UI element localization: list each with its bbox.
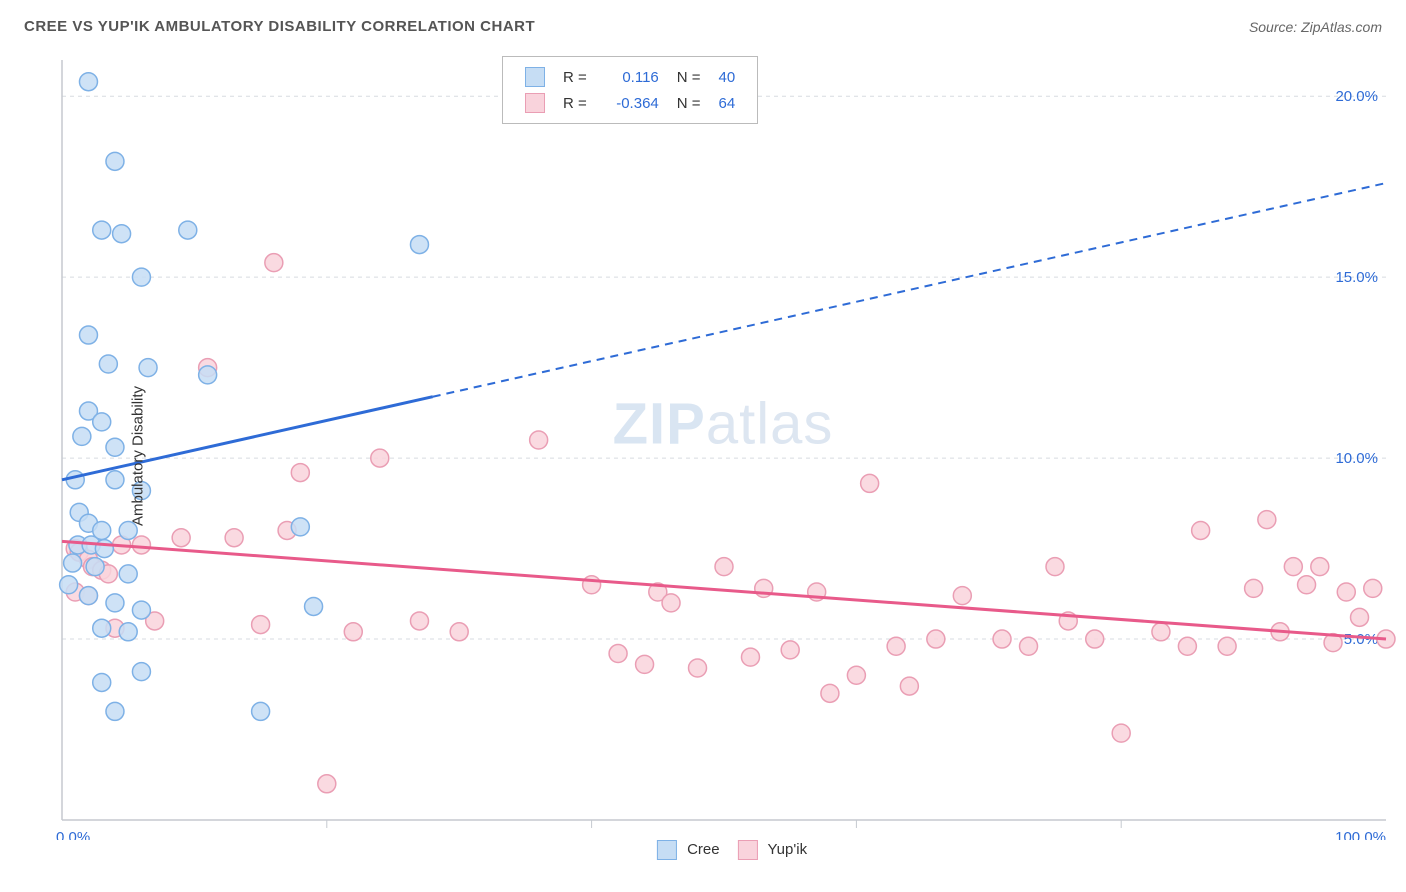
svg-text:20.0%: 20.0%	[1335, 88, 1378, 105]
source-attribution: Source: ZipAtlas.com	[1249, 19, 1382, 35]
svg-text:10.0%: 10.0%	[1335, 450, 1378, 467]
series-legend: Cree Yup'ik	[639, 840, 807, 860]
svg-text:100.0%: 100.0%	[1335, 829, 1386, 840]
scatter-chart: 5.0%10.0%15.0%20.0%0.0%100.0%	[50, 50, 1396, 840]
chart-container: Ambulatory Disability ZIPatlas 5.0%10.0%…	[50, 50, 1396, 862]
svg-text:0.0%: 0.0%	[56, 829, 90, 840]
chart-title: CREE VS YUP'IK AMBULATORY DISABILITY COR…	[24, 18, 535, 35]
svg-text:15.0%: 15.0%	[1335, 269, 1378, 286]
correlation-legend: R =0.116N =40R =-0.364N =64	[502, 56, 758, 124]
y-axis-label: Ambulatory Disability	[130, 386, 147, 526]
